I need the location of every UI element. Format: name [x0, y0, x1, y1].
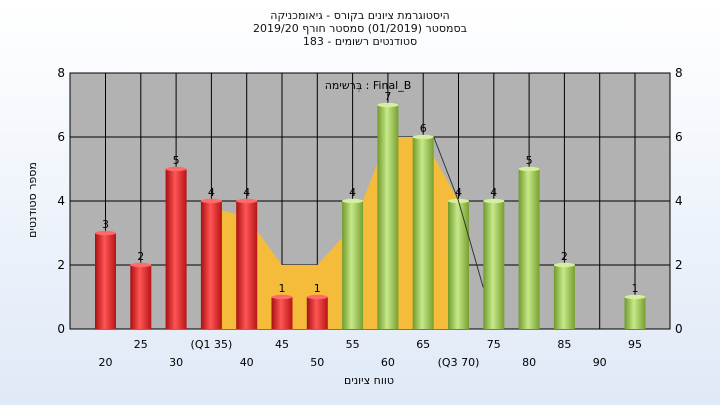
bar-value-label: 4	[490, 186, 497, 199]
x-category-label: (Q1 35)	[191, 338, 233, 351]
bar-value-label: 6	[420, 122, 427, 135]
y-axis-title: מספר סטודנטים	[26, 162, 39, 238]
chart-subtitle: בסמסטר (01/2019) סמסטר חורף 2019/20	[253, 22, 467, 35]
x-category-label: 40	[240, 356, 254, 369]
bar-value-label: 4	[455, 186, 462, 199]
bar-top	[553, 262, 575, 268]
bar-top	[165, 166, 187, 172]
x-category-label: 95	[628, 338, 642, 351]
x-category-label: 85	[557, 338, 571, 351]
y-tick-label-right: 0	[675, 322, 683, 336]
x-category-label: 60	[381, 356, 395, 369]
bar-value-label: 5	[173, 154, 180, 167]
bar-top	[271, 294, 293, 300]
bar	[553, 265, 575, 329]
bar	[342, 201, 364, 329]
y-tick-label-left: 2	[57, 258, 65, 272]
x-category-label: 65	[416, 338, 430, 351]
bar	[95, 233, 116, 329]
bar-top	[412, 134, 434, 140]
bar-value-label: 4	[349, 186, 356, 199]
bar-top	[236, 198, 258, 204]
x-category-label: (Q3 70)	[438, 356, 480, 369]
bar-top	[377, 102, 399, 108]
y-tick-label-left: 6	[57, 130, 65, 144]
bar-value-label: 3	[102, 218, 109, 231]
y-tick-label-right: 2	[675, 258, 683, 272]
y-tick-label-right: 8	[675, 66, 683, 80]
y-tick-label-right: 6	[675, 130, 683, 144]
bar-value-label: 5	[526, 154, 533, 167]
bar-top	[624, 294, 646, 300]
bar	[200, 201, 222, 329]
x-category-label: 80	[522, 356, 536, 369]
bar-top	[200, 198, 222, 204]
bar-value-label: 2	[137, 250, 144, 263]
x-category-label: 30	[169, 356, 183, 369]
x-category-label: 90	[593, 356, 607, 369]
bar	[518, 169, 540, 329]
chart-titles: היסטוגרמת ציונים בקורס - גיאומכניקה בסמס…	[0, 9, 720, 48]
y-tick-label-right: 4	[675, 194, 683, 208]
x-category-label: 45	[275, 338, 289, 351]
x-category-label: 55	[346, 338, 360, 351]
bar-value-label: 1	[632, 282, 639, 295]
bar-value-label: 2	[561, 250, 568, 263]
trend-line	[433, 136, 484, 288]
bar-top	[95, 230, 116, 236]
bar-value-label: 4	[208, 186, 215, 199]
bar	[412, 137, 434, 329]
chart-subtitle-registered: 183 - סטודנטים רשומים	[302, 35, 418, 48]
y-tick-label-left: 4	[57, 194, 65, 208]
bar-value-label: 7	[384, 90, 391, 103]
y-tick-label-left: 0	[57, 322, 65, 336]
bar-value-label: 4	[243, 186, 250, 199]
bar	[624, 297, 646, 329]
bar	[165, 169, 187, 329]
bar-top	[130, 262, 152, 268]
bar	[236, 201, 258, 329]
x-axis-title: טווח ציונים	[344, 374, 394, 387]
y-tick-label-left: 8	[57, 66, 65, 80]
bar	[377, 105, 399, 329]
bar	[271, 297, 293, 329]
bar-value-label: 1	[279, 282, 286, 295]
bar-value-label: 1	[314, 282, 321, 295]
bar	[130, 265, 152, 329]
bar-top	[306, 294, 328, 300]
legend-text: בְּרשימה : Final_B	[325, 79, 412, 92]
chart-title: היסטוגרמת ציונים בקורס - גיאומכניקה	[270, 9, 450, 22]
bar-top	[483, 198, 505, 204]
bar	[448, 201, 469, 329]
x-category-label: 75	[487, 338, 501, 351]
x-category-label: 50	[310, 356, 324, 369]
bar	[483, 201, 505, 329]
bar-top	[342, 198, 364, 204]
x-category-label: 25	[134, 338, 148, 351]
bar-top	[518, 166, 540, 172]
x-category-label: 20	[99, 356, 113, 369]
bar	[306, 297, 328, 329]
